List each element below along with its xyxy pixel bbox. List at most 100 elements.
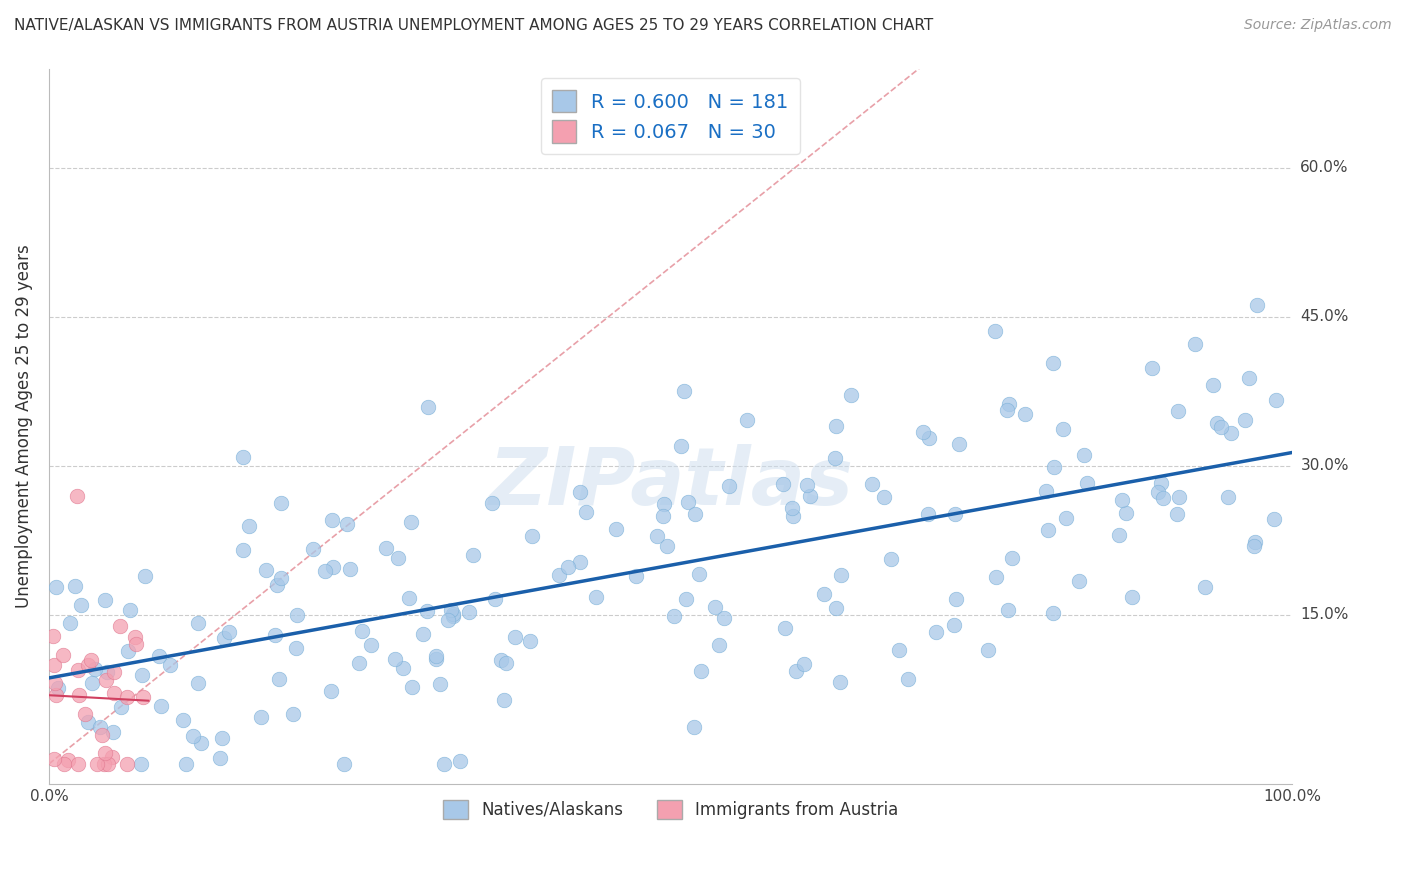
Text: 30.0%: 30.0% <box>1301 458 1348 474</box>
Point <box>270 496 292 510</box>
Point <box>339 562 361 576</box>
Point <box>1219 425 1241 440</box>
Point <box>948 437 970 451</box>
Point <box>433 756 456 771</box>
Point <box>717 479 740 493</box>
Point <box>813 587 835 601</box>
Point <box>945 591 967 606</box>
Point <box>775 621 797 635</box>
Point <box>412 627 434 641</box>
Point <box>322 560 344 574</box>
Point <box>90 728 112 742</box>
Point <box>148 648 170 663</box>
Point <box>83 662 105 676</box>
Point <box>360 638 382 652</box>
Point <box>45 580 67 594</box>
Point <box>250 709 273 723</box>
Point <box>96 665 118 680</box>
Point <box>96 673 118 687</box>
Point <box>159 657 181 672</box>
Point <box>264 628 287 642</box>
Point <box>187 676 209 690</box>
Point <box>824 450 846 465</box>
Point <box>585 590 607 604</box>
Text: 15.0%: 15.0% <box>1301 607 1348 623</box>
Point <box>115 756 138 771</box>
Point <box>519 634 541 648</box>
Point <box>350 624 373 639</box>
Point <box>676 495 699 509</box>
Point <box>1067 574 1090 589</box>
Point <box>1035 483 1057 498</box>
Point <box>42 629 65 643</box>
Point <box>1001 551 1024 566</box>
Point <box>1246 297 1268 311</box>
Point <box>63 579 86 593</box>
Point <box>605 522 627 536</box>
Point <box>56 753 79 767</box>
Point <box>172 713 194 727</box>
Point <box>785 665 807 679</box>
Point <box>943 618 966 632</box>
Point <box>1202 377 1225 392</box>
Point <box>440 603 463 617</box>
Point <box>103 686 125 700</box>
Point <box>568 484 591 499</box>
Point <box>232 543 254 558</box>
Point <box>461 548 484 562</box>
Point <box>839 388 862 402</box>
Point <box>254 563 277 577</box>
Point <box>1243 540 1265 554</box>
Point <box>997 603 1019 617</box>
Text: ZIPatlas: ZIPatlas <box>488 444 853 523</box>
Point <box>1166 507 1188 521</box>
Point <box>425 649 447 664</box>
Point <box>918 431 941 445</box>
Point <box>830 568 852 582</box>
Point <box>429 677 451 691</box>
Point <box>1243 534 1265 549</box>
Point <box>101 749 124 764</box>
Point <box>110 699 132 714</box>
Point <box>44 676 66 690</box>
Point <box>457 605 479 619</box>
Point <box>77 715 100 730</box>
Point <box>735 412 758 426</box>
Point <box>1073 448 1095 462</box>
Point <box>889 642 911 657</box>
Point <box>1111 493 1133 508</box>
Point <box>1263 512 1285 526</box>
Point <box>654 497 676 511</box>
Point <box>917 508 939 522</box>
Text: NATIVE/ALASKAN VS IMMIGRANTS FROM AUSTRIA UNEMPLOYMENT AMONG AGES 25 TO 29 YEARS: NATIVE/ALASKAN VS IMMIGRANTS FROM AUSTRI… <box>14 18 934 33</box>
Point <box>1042 356 1064 370</box>
Point <box>190 736 212 750</box>
Point <box>89 720 111 734</box>
Point <box>93 756 115 771</box>
Point <box>1168 491 1191 505</box>
Point <box>125 637 148 651</box>
Point <box>924 625 946 640</box>
Point <box>101 725 124 739</box>
Point <box>398 591 420 606</box>
Point <box>66 489 89 503</box>
Point <box>943 507 966 521</box>
Point <box>375 541 398 555</box>
Point <box>181 729 204 743</box>
Point <box>425 652 447 666</box>
Point <box>983 324 1005 338</box>
Point <box>86 756 108 771</box>
Point <box>77 658 100 673</box>
Point <box>793 657 815 672</box>
Point <box>494 693 516 707</box>
Point <box>69 599 91 613</box>
Point <box>624 569 647 583</box>
Point <box>94 593 117 607</box>
Point <box>672 384 695 398</box>
Point <box>651 508 673 523</box>
Point <box>46 681 69 695</box>
Point <box>557 559 579 574</box>
Y-axis label: Unemployment Among Ages 25 to 29 years: Unemployment Among Ages 25 to 29 years <box>15 244 32 608</box>
Point <box>392 661 415 675</box>
Point <box>873 490 896 504</box>
